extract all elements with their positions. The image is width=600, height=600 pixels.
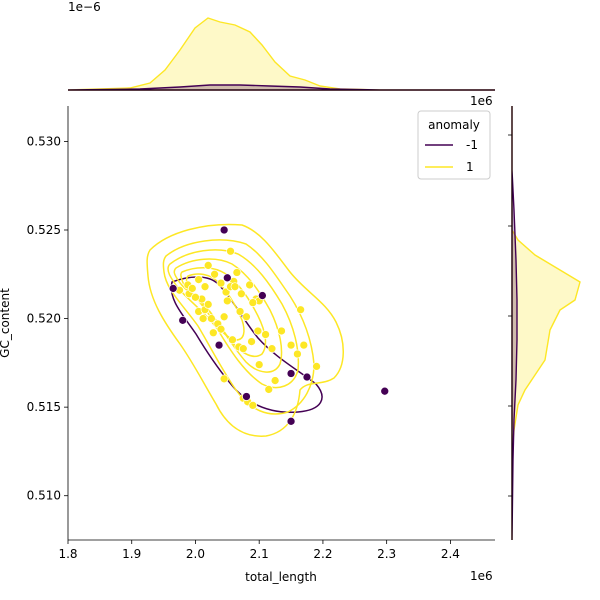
data-point-anomaly-1 [222,296,232,306]
data-point-anomaly-minus1 [219,225,229,235]
top-marginal: 1e−6 [67,0,495,91]
data-point-anomaly-1 [226,246,235,256]
y-tick-label: 0.530 [27,134,61,148]
main-axes: 1.8 1.9 2.0 2.1 2.2 2.3 2.4 0.5100.5150.5200.5… [0,106,495,584]
y-offset-text: 1e6 [470,94,493,108]
x-tick-label: 1.9 [122,547,141,561]
data-point-anomaly-1 [248,401,258,410]
top-marginal-kde-1 [67,17,495,91]
x-tick-label: 2.0 [186,547,205,561]
data-point-anomaly-1 [203,300,213,309]
y-tick-label: 0.520 [27,312,61,326]
kde-contour-1-level1 [146,223,344,437]
data-point-anomaly-1 [200,282,210,292]
data-point-anomaly-1 [261,330,270,339]
legend: anomaly -1 1 [417,110,491,180]
legend-title: anomaly [428,118,480,132]
x-tick-label: 2.4 [441,547,460,561]
data-point-anomaly-minus1 [242,392,251,401]
x-tick-label: 2.3 [377,547,396,561]
data-point-anomaly-1 [248,298,258,307]
top-marginal-offset-text: 1e−6 [68,0,101,14]
data-point-anomaly-1 [216,278,226,288]
y-tick-label: 0.525 [27,223,61,237]
data-point-anomaly-1 [247,337,256,346]
x-offset-text: 1e6 [470,569,493,583]
right-marginal-ticks [508,134,512,497]
data-point-anomaly-1 [299,340,309,350]
data-point-anomaly-1 [267,344,277,354]
x-tick-label: 1.8 [58,547,77,561]
y-tick-label: 0.515 [27,400,61,414]
data-point-anomaly-minus1 [214,340,224,350]
legend-label-minus1: -1 [466,138,478,152]
data-point-anomaly-1 [207,314,216,323]
data-point-anomaly-1 [203,261,213,270]
scatter-points [168,225,390,426]
data-point-anomaly-1 [230,282,240,292]
data-point-anomaly-1 [219,374,229,384]
data-point-anomaly-1 [219,312,229,322]
data-point-anomaly-1 [228,335,237,345]
data-point-anomaly-1 [236,289,246,299]
right-marginal: 1e6 [470,94,581,541]
data-point-anomaly-minus1 [178,315,188,325]
data-point-anomaly-minus1 [380,386,390,396]
data-point-anomaly-1 [286,340,296,350]
data-point-anomaly-minus1 [258,291,267,300]
x-tick-label: 2.1 [250,547,269,561]
right-marginal-kde-minus1 [511,106,518,541]
data-point-anomaly-1 [254,360,264,369]
x-axis-label: total_length [245,570,317,584]
data-point-anomaly-1 [296,305,305,315]
data-point-anomaly-1 [191,292,200,302]
x-axis-ticks: 1.8 1.9 2.0 2.1 2.2 2.3 2.4 [58,540,460,561]
data-point-anomaly-1 [198,314,208,323]
data-point-anomaly-1 [312,362,321,371]
legend-label-1: 1 [466,160,474,174]
x-tick-label: 2.2 [313,547,332,561]
data-point-anomaly-1 [194,275,203,284]
data-point-anomaly-minus1 [302,372,312,382]
y-axis-label: GC_content [0,288,12,358]
data-point-anomaly-minus1 [222,273,232,283]
legend-box [417,110,491,180]
data-point-anomaly-1 [264,385,274,394]
data-point-anomaly-1 [187,284,197,293]
data-point-anomaly-1 [216,324,226,334]
data-point-anomaly-minus1 [286,416,296,426]
data-point-anomaly-1 [232,268,242,277]
y-tick-label: 0.510 [27,489,61,503]
data-point-anomaly-minus1 [286,369,296,378]
data-point-anomaly-1 [208,328,218,338]
data-point-anomaly-1 [242,312,251,322]
kde-contour-1-level2 [162,239,315,415]
data-point-anomaly-1 [293,349,302,359]
data-point-anomaly-1 [238,344,248,354]
data-point-anomaly-1 [253,326,263,336]
data-point-anomaly-1 [245,280,254,290]
data-point-anomaly-1 [210,269,219,279]
data-point-anomaly-minus1 [168,284,178,293]
data-point-anomaly-1 [235,307,245,316]
y-axis-ticks: 0.510 0.515 0.520 0.525 0.530 [27,134,68,503]
right-marginal-kde-1 [511,106,581,540]
data-point-anomaly-1 [277,326,286,336]
kde-contour-1-level4 [173,258,283,373]
data-point-anomaly-1 [270,376,280,385]
